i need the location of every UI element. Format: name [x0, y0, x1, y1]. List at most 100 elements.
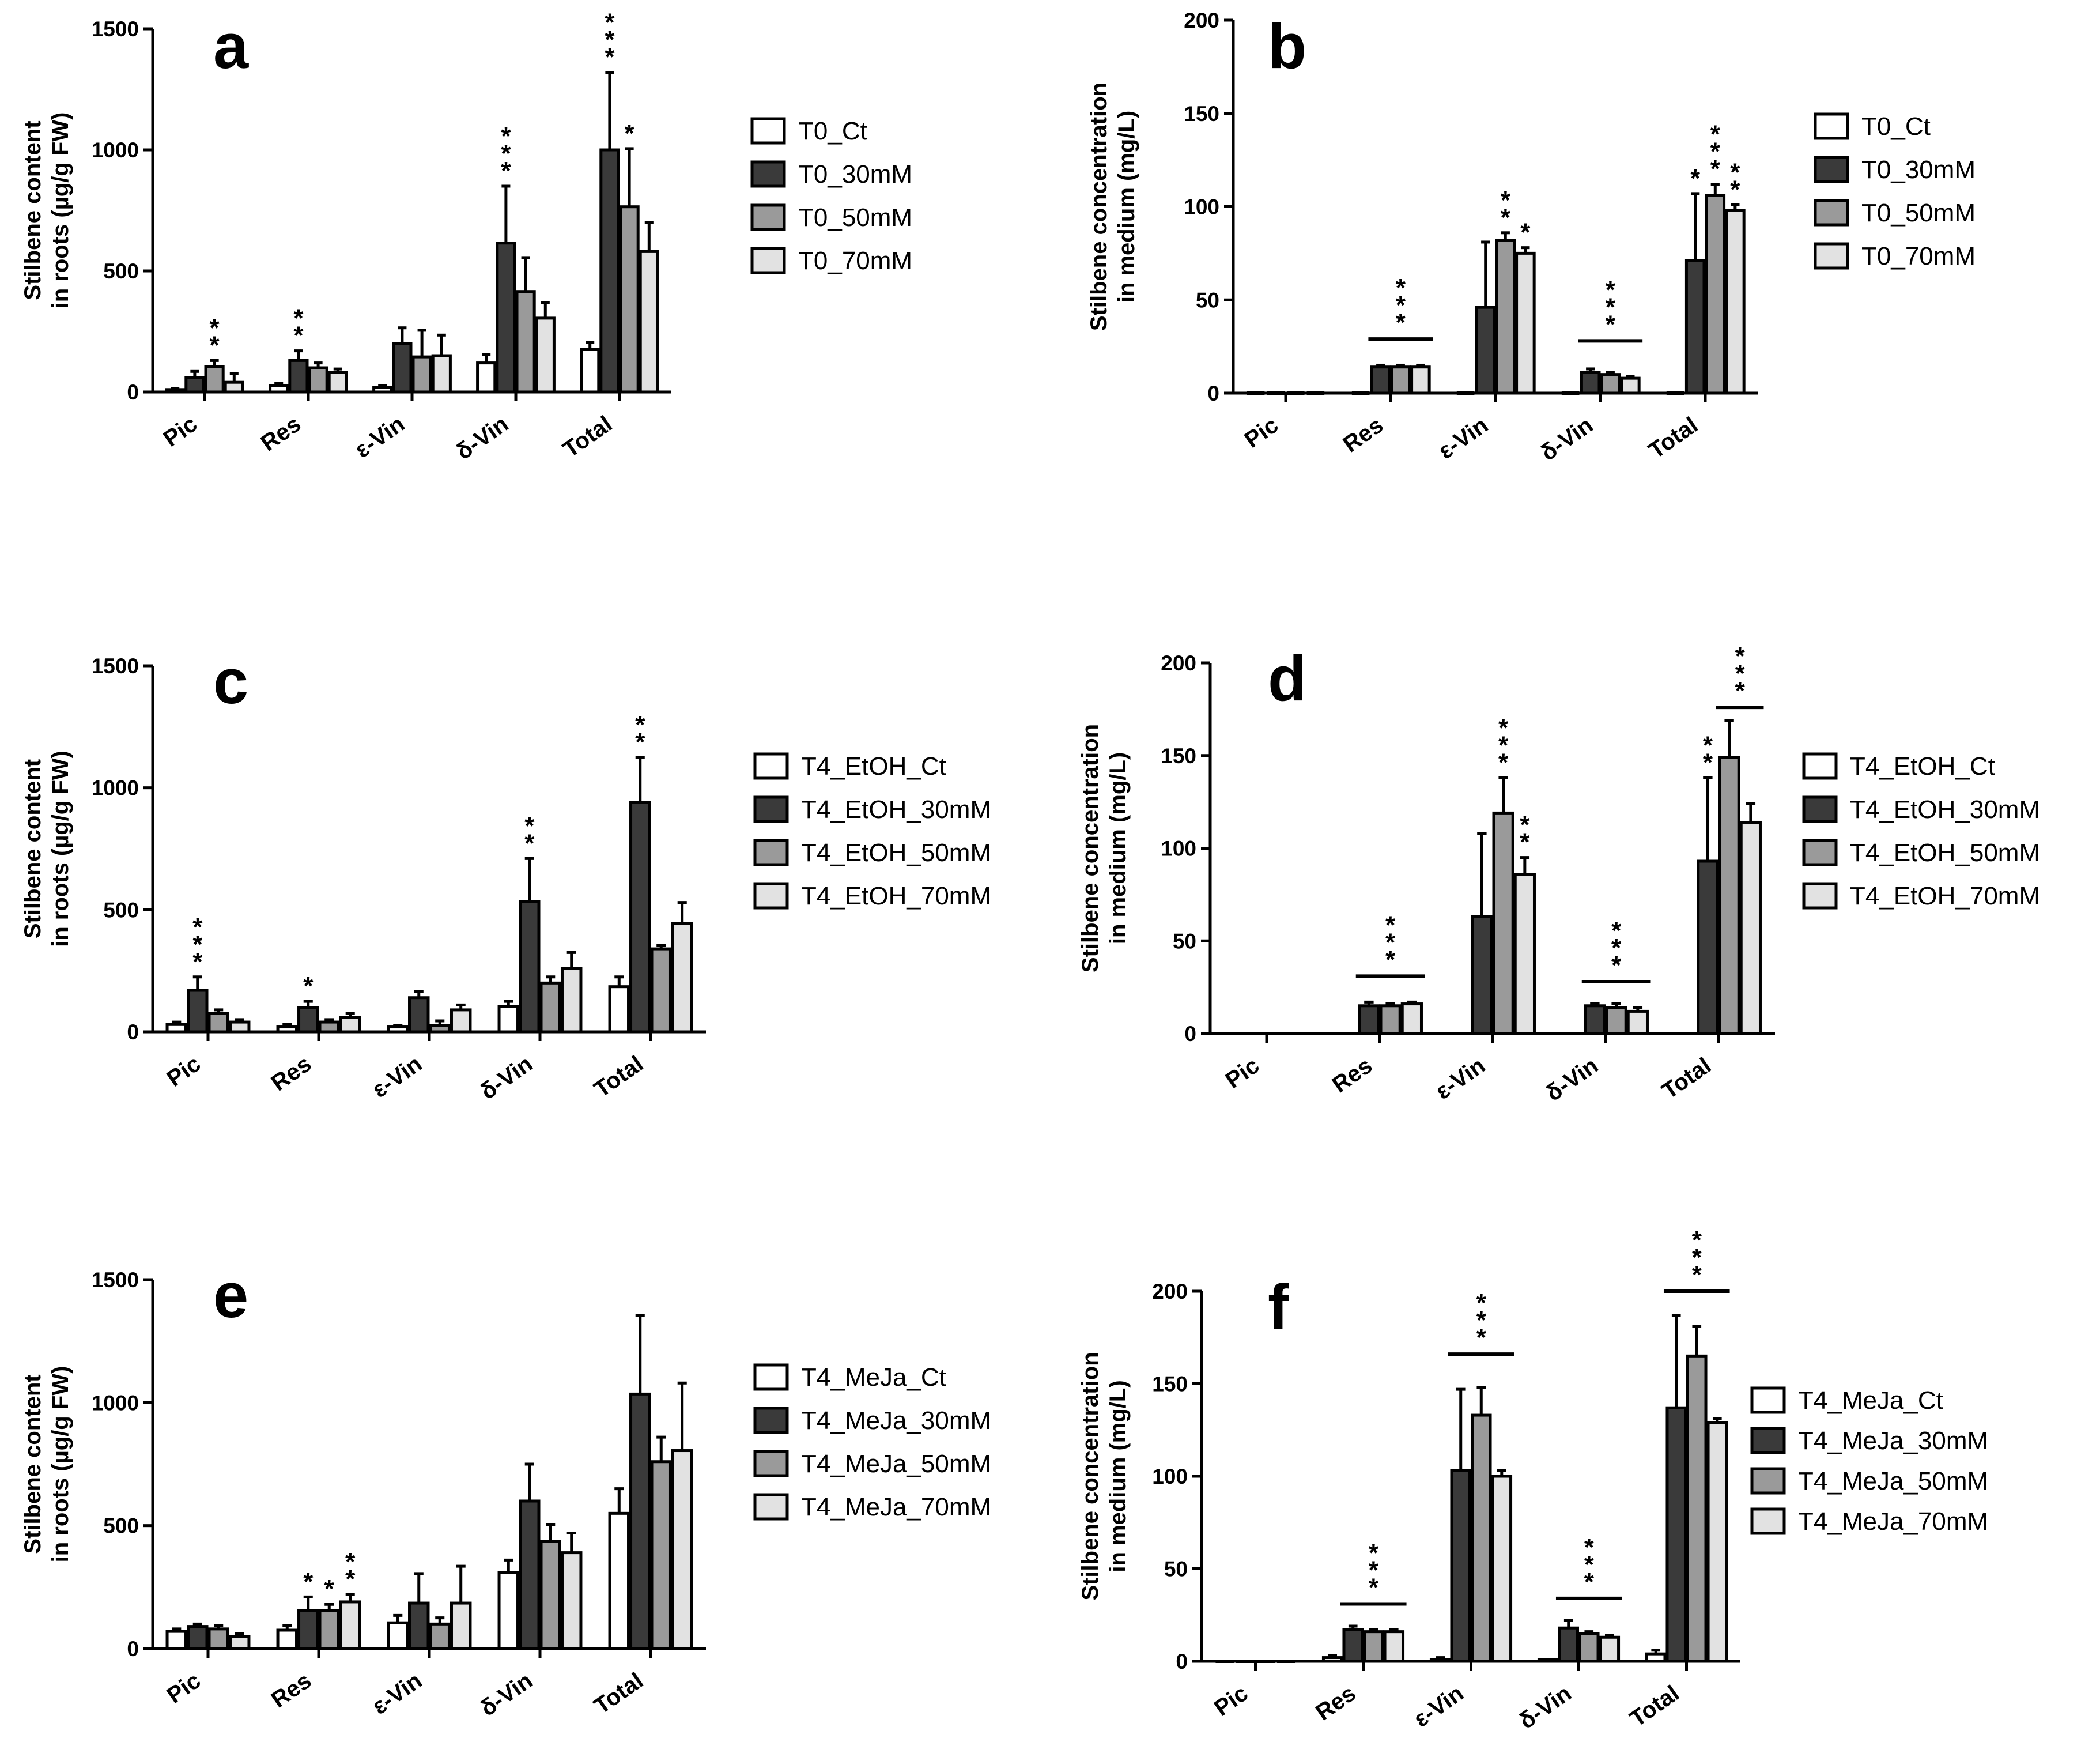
legend-swatch: [753, 752, 789, 780]
significance-stars: * * *: [1584, 1533, 1595, 1596]
bar: [1471, 1413, 1492, 1663]
bar: [1513, 873, 1536, 1035]
legend-swatch: [1750, 1386, 1786, 1414]
bar: [429, 1024, 451, 1034]
x-tick-label: Total: [1644, 412, 1702, 463]
bar: [297, 1006, 319, 1034]
bar: [599, 148, 620, 394]
legend-label: T4_MeJa_Ct: [801, 1363, 946, 1392]
bar: [207, 1627, 229, 1650]
bar: [1600, 373, 1621, 395]
bar: [1370, 365, 1391, 395]
y-tick-label: 200: [1184, 9, 1219, 32]
bar: [1450, 1469, 1471, 1663]
legend-swatch: [753, 1363, 789, 1391]
legend-swatch: [753, 882, 789, 910]
y-tick-label: 0: [127, 1020, 139, 1044]
legend-swatch: [750, 247, 786, 274]
legend-swatch: [753, 1407, 789, 1434]
y-tick-label: 150: [1152, 1373, 1188, 1396]
bar: [165, 388, 186, 394]
bar: [1599, 1635, 1621, 1663]
legend-label: T0_30mM: [1861, 156, 1976, 184]
bar: [1363, 1630, 1384, 1663]
significance-stars: * * *: [192, 913, 203, 976]
bar: [535, 316, 556, 394]
legend-swatch: [750, 203, 786, 231]
y-tick-label: 500: [103, 259, 139, 283]
bar: [408, 996, 430, 1034]
legend-swatch: [1802, 839, 1838, 866]
bar: [450, 1008, 472, 1034]
y-tick-label: 1500: [92, 1268, 139, 1292]
bar: [1495, 239, 1516, 395]
significance-stars: * *: [1703, 731, 1713, 776]
bar: [204, 365, 225, 394]
x-tick-label: δ-Vin: [476, 1051, 537, 1104]
bar: [228, 1020, 251, 1034]
bar: [639, 250, 659, 394]
significance-stars: *: [303, 1567, 314, 1596]
chart-panel-e: e 0 500 1000 1500 Stilbene content in roots (µ…: [20, 1260, 991, 1721]
legend-label: T0_70mM: [798, 247, 912, 275]
significance-stars: * *: [524, 812, 535, 857]
bar: [411, 355, 432, 394]
y-tick-label: 0: [127, 1637, 139, 1661]
significance-stars: * *: [210, 314, 220, 359]
y-tick-label: 50: [1173, 929, 1196, 953]
bar: [339, 1600, 361, 1650]
bar: [1410, 365, 1431, 395]
y-tick-label: 100: [1152, 1465, 1188, 1488]
significance-stars: * * *: [1396, 274, 1406, 337]
bar: [1578, 1632, 1600, 1663]
bar: [560, 1551, 583, 1650]
x-tick-label: Res: [267, 1051, 316, 1096]
bar: [519, 1499, 541, 1650]
x-tick-label: Res: [1328, 1053, 1377, 1098]
legend-label: T4_MeJa_30mM: [801, 1407, 991, 1435]
bar: [1491, 1475, 1513, 1663]
bar: [184, 376, 205, 394]
bar: [1605, 1006, 1627, 1035]
x-tick-label: ε-Vin: [368, 1668, 426, 1720]
legend-swatch: [1814, 112, 1849, 140]
significance-stars: * * *: [1606, 276, 1616, 338]
legend-label: T4_EtOH_70mM: [801, 882, 991, 910]
panel-letter-d: d: [1268, 643, 1306, 714]
bar: [476, 361, 497, 394]
x-tick-label: Total: [1657, 1053, 1716, 1104]
x-tick-label: ε-Vin: [1434, 412, 1493, 464]
x-tick-label: Pic: [1210, 1680, 1252, 1721]
bar: [1665, 1406, 1687, 1663]
significance-stars: *: [324, 1575, 335, 1603]
y-axis-title: Stilbene concentration: [1078, 724, 1103, 972]
x-tick-label: Res: [256, 411, 305, 456]
bar: [1684, 259, 1706, 395]
x-tick-label: Res: [1311, 1680, 1360, 1725]
y-tick-label: 100: [1161, 837, 1196, 861]
bar: [539, 1540, 561, 1650]
bar: [1492, 811, 1514, 1035]
legend-swatch: [753, 1450, 789, 1477]
bar: [608, 985, 630, 1034]
bar: [1475, 306, 1496, 395]
y-tick-label: 100: [1184, 195, 1219, 219]
bar: [1584, 1004, 1606, 1035]
legend-label: T0_Ct: [1861, 112, 1931, 141]
significance-stars: *: [1520, 218, 1531, 247]
bar: [497, 1005, 520, 1034]
panel-letter-b: b: [1268, 11, 1306, 82]
bar: [1706, 1421, 1728, 1663]
y-axis-title: in medium (mg/L): [1105, 752, 1131, 944]
bar: [1321, 1656, 1343, 1663]
bar: [1379, 1004, 1402, 1035]
chart-panel-a: a 0 500 1000 1500 Stilbene content in roots (µ…: [20, 9, 912, 465]
bar: [1515, 251, 1536, 395]
y-tick-label: 0: [1176, 1650, 1188, 1673]
legend-label: T0_50mM: [1861, 199, 1976, 227]
bar: [308, 366, 328, 394]
bar: [1580, 371, 1601, 395]
legend-label: T4_EtOH_70mM: [1850, 882, 2040, 910]
bar: [1705, 194, 1726, 395]
legend-label: T4_MeJa_50mM: [1798, 1467, 1988, 1495]
